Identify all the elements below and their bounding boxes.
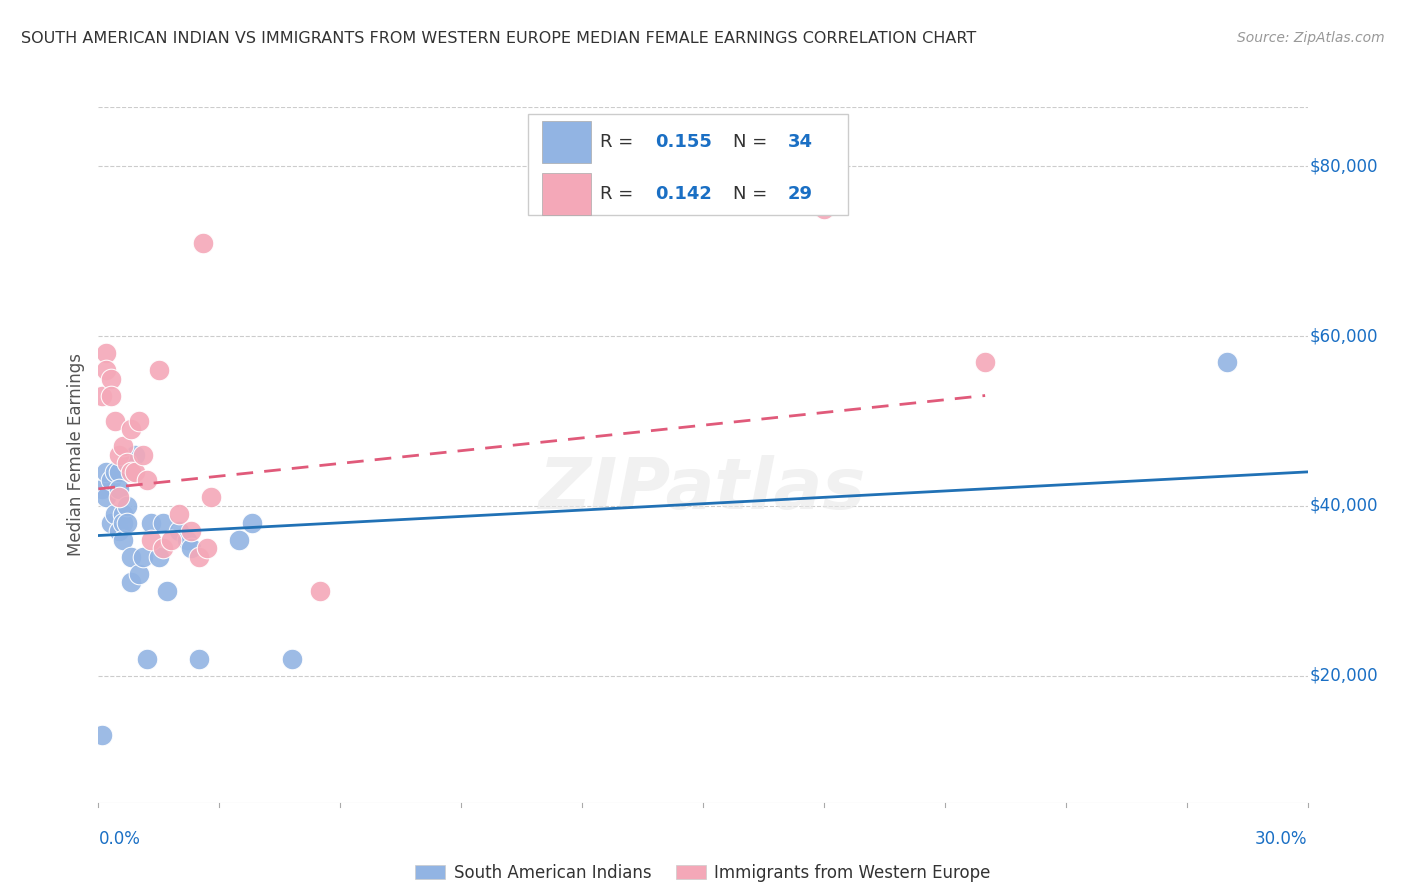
Text: 34: 34 bbox=[787, 133, 813, 151]
Point bbox=[100, 388, 122, 402]
Text: 0.0%: 0.0% bbox=[98, 830, 141, 847]
Legend: South American Indians, Immigrants from Western Europe: South American Indians, Immigrants from … bbox=[409, 857, 997, 888]
Y-axis label: Median Female Earnings: Median Female Earnings bbox=[66, 353, 84, 557]
Point bbox=[120, 575, 142, 590]
Text: 0.142: 0.142 bbox=[655, 185, 711, 203]
Text: R =: R = bbox=[600, 133, 640, 151]
Point bbox=[139, 516, 162, 530]
Point bbox=[1216, 354, 1239, 368]
Point bbox=[107, 491, 129, 505]
Point bbox=[167, 508, 190, 522]
Point bbox=[193, 235, 215, 250]
Point bbox=[156, 583, 179, 598]
Text: $20,000: $20,000 bbox=[1310, 666, 1379, 684]
Point bbox=[103, 508, 125, 522]
FancyBboxPatch shape bbox=[543, 173, 591, 215]
Point bbox=[120, 465, 142, 479]
Point bbox=[180, 524, 202, 539]
Point bbox=[115, 499, 138, 513]
Text: 29: 29 bbox=[787, 185, 813, 203]
FancyBboxPatch shape bbox=[543, 121, 591, 162]
Point bbox=[135, 474, 157, 488]
Point bbox=[96, 346, 118, 360]
Point bbox=[132, 549, 155, 564]
Point bbox=[111, 508, 134, 522]
Point bbox=[120, 549, 142, 564]
Point bbox=[124, 465, 146, 479]
Point bbox=[813, 202, 835, 216]
Point bbox=[200, 491, 222, 505]
Point bbox=[188, 549, 211, 564]
Point bbox=[228, 533, 250, 547]
Point bbox=[139, 533, 162, 547]
Point bbox=[107, 524, 129, 539]
Point bbox=[103, 465, 125, 479]
Point bbox=[135, 651, 157, 665]
Point bbox=[111, 516, 134, 530]
Point bbox=[167, 524, 190, 539]
Point bbox=[115, 516, 138, 530]
Point bbox=[974, 354, 997, 368]
Point bbox=[96, 363, 118, 377]
Text: $40,000: $40,000 bbox=[1310, 497, 1378, 515]
Point bbox=[100, 516, 122, 530]
Text: ZIPatlas: ZIPatlas bbox=[540, 455, 866, 524]
Point bbox=[148, 549, 170, 564]
Point bbox=[128, 414, 150, 428]
Point bbox=[103, 414, 125, 428]
Point bbox=[152, 541, 174, 556]
Point bbox=[107, 465, 129, 479]
Point bbox=[180, 541, 202, 556]
Point bbox=[132, 448, 155, 462]
Text: $60,000: $60,000 bbox=[1310, 327, 1378, 345]
Point bbox=[91, 388, 114, 402]
Text: N =: N = bbox=[734, 133, 773, 151]
Point bbox=[188, 651, 211, 665]
Text: Source: ZipAtlas.com: Source: ZipAtlas.com bbox=[1237, 31, 1385, 45]
Point bbox=[115, 457, 138, 471]
Point bbox=[96, 491, 118, 505]
Point bbox=[128, 566, 150, 581]
Text: N =: N = bbox=[734, 185, 773, 203]
Text: R =: R = bbox=[600, 185, 640, 203]
Point bbox=[120, 422, 142, 436]
Point bbox=[148, 363, 170, 377]
Point bbox=[309, 583, 332, 598]
Point bbox=[100, 474, 122, 488]
Point bbox=[91, 728, 114, 742]
Point bbox=[240, 516, 263, 530]
Point bbox=[100, 371, 122, 385]
Text: 30.0%: 30.0% bbox=[1256, 830, 1308, 847]
Text: $80,000: $80,000 bbox=[1310, 157, 1378, 176]
Point bbox=[176, 533, 198, 547]
Point bbox=[111, 533, 134, 547]
Point bbox=[195, 541, 218, 556]
Point bbox=[107, 448, 129, 462]
FancyBboxPatch shape bbox=[527, 114, 848, 215]
Point bbox=[107, 482, 129, 496]
Text: SOUTH AMERICAN INDIAN VS IMMIGRANTS FROM WESTERN EUROPE MEDIAN FEMALE EARNINGS C: SOUTH AMERICAN INDIAN VS IMMIGRANTS FROM… bbox=[21, 31, 976, 46]
Point bbox=[96, 465, 118, 479]
Point bbox=[152, 516, 174, 530]
Point bbox=[111, 439, 134, 453]
Text: 0.155: 0.155 bbox=[655, 133, 711, 151]
Point bbox=[160, 533, 183, 547]
Point bbox=[281, 651, 304, 665]
Point bbox=[124, 448, 146, 462]
Point bbox=[91, 482, 114, 496]
